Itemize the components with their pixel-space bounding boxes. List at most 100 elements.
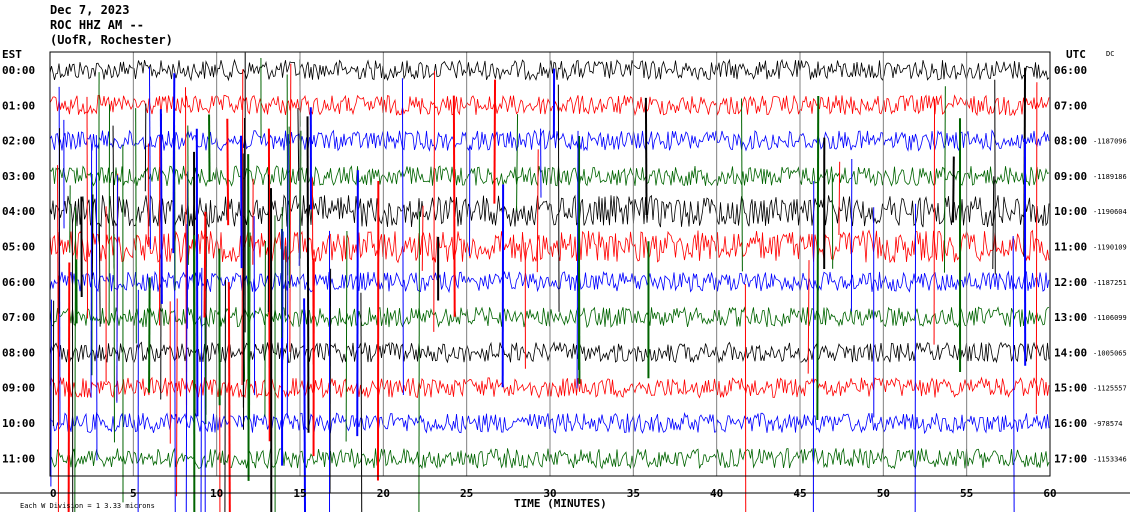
x-tick-label: 0 [50,487,57,500]
trace-spike [95,135,98,461]
left-row-label: 08:00 [2,346,35,359]
right-row-label: 08:00 [1054,135,1087,148]
trace-spike [224,279,226,513]
trace-spike [644,97,648,216]
trace-spike [267,128,271,442]
trace-spike [227,282,231,513]
right-time-labels: 06:00 07:00 08:00 09:00 10:00 11:00 12:00 13:00… [1054,64,1087,465]
x-tick-label: 45 [793,487,806,500]
x-tick-label: 10 [210,487,223,500]
trace-spike [86,96,89,319]
right-row-label: 16:00 [1054,417,1087,430]
dc-offset-label: -1125557 [1093,385,1127,393]
trace-spike [516,114,519,211]
trace-spike [187,125,189,265]
trace-spike [576,130,579,389]
institution-header: (UofR, Rochester) [50,33,173,47]
trace-spike [185,224,188,513]
left-row-label: 09:00 [2,382,35,395]
trace-spike [159,109,163,304]
trace-spike [172,73,176,254]
trace-spike [91,194,94,280]
x-tick-label: 50 [877,487,890,500]
trace-spike [421,205,424,271]
x-tick-label: 15 [293,487,306,500]
right-row-label: 15:00 [1054,382,1087,395]
left-row-label: 05:00 [2,241,35,254]
left-row-label: 02:00 [2,135,35,148]
trace-spike [992,176,995,270]
trace-spike [208,114,211,182]
plot-frame [49,51,1051,477]
right-row-label: 17:00 [1054,452,1087,465]
trace-spike [264,241,266,417]
trace-spike [807,260,810,374]
trace-spike [741,98,743,272]
x-tick-label: 5 [130,487,137,500]
trace-spike [401,78,404,396]
trace-spike [356,170,359,437]
dc-offset-label: -1187096 [1093,138,1127,146]
right-timezone: UTC [1066,48,1086,61]
trace-spike [297,108,300,181]
trace-spike [203,211,207,318]
trace-spike [288,126,291,289]
trace-spike [148,277,151,393]
dc-offset-label: -1153346 [1093,455,1127,463]
trace-spike [994,79,996,275]
trace-spike [816,95,820,421]
trace-spike [493,79,497,204]
x-tick-label: 30 [543,487,556,500]
trace-spike [74,207,77,513]
dc-offset-label: -1189186 [1093,173,1127,181]
trace-spike [195,128,199,417]
trace-spike [952,156,955,223]
trace-spike [303,298,306,513]
dc-offset-label: -1187251 [1093,279,1127,287]
x-tick-label: 55 [960,487,973,500]
x-tick-label: 25 [460,487,473,500]
trace-spike [67,262,71,513]
right-row-label: 11:00 [1054,241,1087,254]
trace-spike [557,84,560,312]
scale-note: Each W Division = 1 3.33 microns [20,502,155,510]
trace-spike [90,144,93,398]
x-tick-label: 60 [1043,487,1056,500]
x-tick-label: 20 [377,487,390,500]
trace-spike [577,215,581,384]
right-row-label: 10:00 [1054,205,1087,218]
trace-spike [226,118,230,226]
left-row-label: 01:00 [2,99,35,112]
dc-offset-label: -1005065 [1093,349,1127,357]
right-row-label: 12:00 [1054,276,1087,289]
trace-spike [135,108,137,344]
trace-spike [452,95,456,317]
right-row-label: 13:00 [1054,311,1087,324]
dc-offset-label: -1190604 [1093,208,1127,216]
left-row-label: 07:00 [2,311,35,324]
trace-spike [57,165,59,421]
x-tick-labels: 0 5 10 15 20 25 30 35 40 45 50 55 60 [50,487,1057,500]
trace-spike [289,63,292,352]
x-tick-label: 35 [627,487,640,500]
trace-spike [239,135,243,269]
trace-spike [433,70,436,332]
date-header: Dec 7, 2023 [50,3,129,17]
right-row-label: 06:00 [1054,64,1087,77]
trace-spike [144,103,147,192]
trace-spike [345,231,348,442]
dc-offset-label: -1190109 [1093,244,1127,252]
dc-offset-labels: -1187096 -1189186 -1190604 -1190109 -1187251… [1093,138,1127,464]
station-header: ROC HHZ AM -- [50,18,144,32]
right-row-label: 07:00 [1054,99,1087,112]
dc-header: DC [1106,50,1114,58]
left-row-label: 04:00 [2,205,35,218]
trace-spike [1035,82,1038,415]
x-tick-label: 40 [710,487,723,500]
trace-spike [360,292,363,513]
trace-spike [286,134,289,419]
right-row-label: 14:00 [1054,346,1087,359]
trace-spike [249,232,251,419]
x-axis-title: TIME (MINUTES) [514,497,607,510]
